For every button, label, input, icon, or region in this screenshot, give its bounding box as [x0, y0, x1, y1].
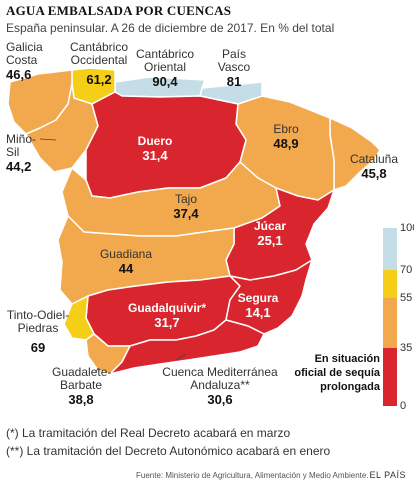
label-pais-vasco: País Vasco 81: [212, 47, 256, 89]
source-note: Fuente: Ministerio de Agricultura, Alime…: [136, 471, 369, 480]
label-galicia-costa: Galicia Costa 46,6: [6, 40, 56, 82]
label-guadalete-barbate: Guadalete-Barbate 38,8: [52, 365, 112, 407]
basin-value: 81: [226, 74, 242, 89]
basin-value: 61,2: [86, 72, 112, 87]
label-cuenca-mediterranea-andaluza: Cuenca Mediterránea Andaluza** 30,6: [160, 365, 280, 407]
basin-value: 45,8: [361, 166, 387, 181]
label-tajo: Tajo 37,4: [166, 192, 206, 221]
footnote-decreto-autonomico: (**) La tramitación del Decreto Autonómi…: [6, 444, 331, 458]
region-cuenca-mediterranea-andaluza: [109, 319, 265, 375]
basin-name: Júcar: [253, 219, 287, 233]
basin-value: 14,1: [245, 305, 271, 320]
legend-drought-note: En situación oficial de sequía prolongad…: [294, 353, 380, 393]
basin-name: Ebro: [273, 122, 299, 136]
basin-value: 69: [30, 340, 46, 355]
legend-swatch-70-100: [383, 228, 397, 270]
label-guadiana: Guadiana 44: [96, 247, 156, 276]
basin-name: Cantábrico Occidental: [69, 40, 129, 67]
basin-value: 44: [118, 261, 134, 276]
footnote-real-decreto: (*) La tramitación del Real Decreto acab…: [6, 426, 291, 440]
basin-value: 46,6: [6, 67, 32, 82]
basin-name: País Vasco: [217, 47, 251, 74]
legend-tick: 0: [400, 400, 407, 412]
basin-name: Segura: [237, 291, 279, 305]
label-cataluna: Cataluña 45,8: [344, 152, 404, 181]
basin-name: Galicia Costa: [6, 40, 43, 67]
basin-value: 31,7: [154, 315, 180, 330]
brand-logo: EL PAÍS: [369, 470, 406, 480]
map-subtitle: España peninsular. A 26 de diciembre de …: [6, 21, 335, 35]
label-jucar: Júcar 25,1: [250, 219, 290, 248]
legend-swatch-0-35: [383, 348, 397, 406]
label-tinto-odiel-piedras: Tinto-Odiel-Piedras 69: [2, 308, 74, 355]
basin-value: 30,6: [207, 392, 233, 407]
legend-tick: 55: [400, 292, 413, 304]
basin-name: Miño-Sil: [6, 132, 37, 159]
basin-value: 44,2: [6, 159, 32, 174]
label-cantabrico-oriental: Cantábrico Oriental 90,4: [130, 47, 200, 89]
basin-name: Cuenca Mediterránea Andaluza**: [162, 365, 278, 392]
pointer-mino-sil: [39, 138, 57, 141]
label-ebro: Ebro 48,9: [266, 122, 306, 151]
basin-name: Tinto-Odiel-Piedras: [6, 308, 70, 335]
label-segura: Segura 14,1: [234, 291, 282, 320]
legend-swatch-35-55: [383, 298, 397, 348]
basin-name: Tajo: [174, 192, 197, 206]
basin-name: Cantábrico Oriental: [135, 47, 195, 74]
basin-name: Cataluña: [349, 152, 399, 166]
pointer-cuenca-mediterranea: [175, 353, 187, 361]
basin-value: 90,4: [152, 74, 178, 89]
basin-value: 31,4: [142, 148, 168, 163]
legend-scale: [383, 228, 397, 406]
legend-swatch-55-70: [383, 270, 397, 298]
basin-value: 48,9: [273, 136, 299, 151]
legend-tick: 100: [400, 222, 414, 234]
basin-name: Guadalquivir*: [127, 301, 207, 315]
basin-value: 38,8: [68, 392, 94, 407]
basin-name: Guadiana: [99, 247, 153, 261]
basin-value: 25,1: [257, 233, 283, 248]
basin-value: 37,4: [173, 206, 199, 221]
legend-tick: 35: [400, 342, 413, 354]
basin-name: Guadalete-Barbate: [52, 365, 112, 392]
label-mino-sil: Miño-Sil 44,2: [6, 132, 46, 174]
label-duero: Duero 31,4: [130, 134, 180, 163]
legend-tick: 70: [400, 264, 413, 276]
basin-name: Duero: [137, 134, 173, 148]
label-cantabrico-occidental: Cantábrico Occidental 61,2: [64, 40, 134, 87]
pointer-guadalete: [95, 367, 99, 373]
map-title: AGUA EMBALSADA POR CUENCAS: [6, 3, 232, 18]
label-guadalquivir: Guadalquivir* 31,7: [126, 301, 208, 330]
region-segura: [225, 259, 313, 335]
